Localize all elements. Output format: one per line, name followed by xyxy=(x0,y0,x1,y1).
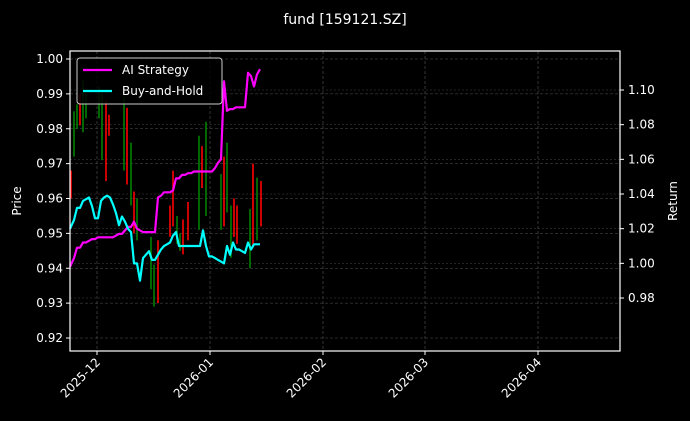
legend-label-ai-strategy: AI Strategy xyxy=(122,63,189,77)
plot-frame xyxy=(69,50,621,352)
y-axis-label-left: Price xyxy=(10,186,24,215)
legend: AI Strategy Buy-and-Hold xyxy=(76,57,223,105)
y-tick-label-right: 1.06 xyxy=(628,152,655,166)
series-lines xyxy=(69,68,261,282)
y-tick-label: 0.98 xyxy=(36,122,63,136)
y-tick-label-right: 1.00 xyxy=(628,256,655,270)
y-tick-label: 0.93 xyxy=(36,296,63,310)
y-tick-label: 0.92 xyxy=(36,331,63,345)
chart-title: fund [159121.SZ] xyxy=(283,12,406,28)
series-line-buy-and-hold xyxy=(69,194,260,282)
y-axis-label-right: Return xyxy=(666,181,680,221)
y-tick-label-right: 1.04 xyxy=(628,187,655,201)
y-tick-label: 1.00 xyxy=(36,52,63,66)
series-line-ai-strategy xyxy=(69,68,261,268)
legend-box xyxy=(76,57,223,105)
y-tick-label-right: 0.98 xyxy=(628,291,655,305)
y-tick-label-right: 1.08 xyxy=(628,118,655,132)
y-axis-right: 0.98 1.00 1.02 1.04 1.06 1.08 1.10 xyxy=(620,83,655,305)
y-tick-label: 0.95 xyxy=(36,226,63,240)
y-tick-label-right: 1.10 xyxy=(628,83,655,97)
y-tick-label: 0.99 xyxy=(36,87,63,101)
y-tick-label: 0.94 xyxy=(36,261,63,275)
y-tick-label-right: 1.02 xyxy=(628,222,655,236)
legend-label-buy-and-hold: Buy-and-Hold xyxy=(122,84,203,98)
y-axis-left: 0.92 0.93 0.94 0.95 0.96 0.97 0.98 0.99 1.00 xyxy=(36,52,70,345)
y-tick-label: 0.96 xyxy=(36,192,63,206)
y-tick-label: 0.97 xyxy=(36,157,63,171)
